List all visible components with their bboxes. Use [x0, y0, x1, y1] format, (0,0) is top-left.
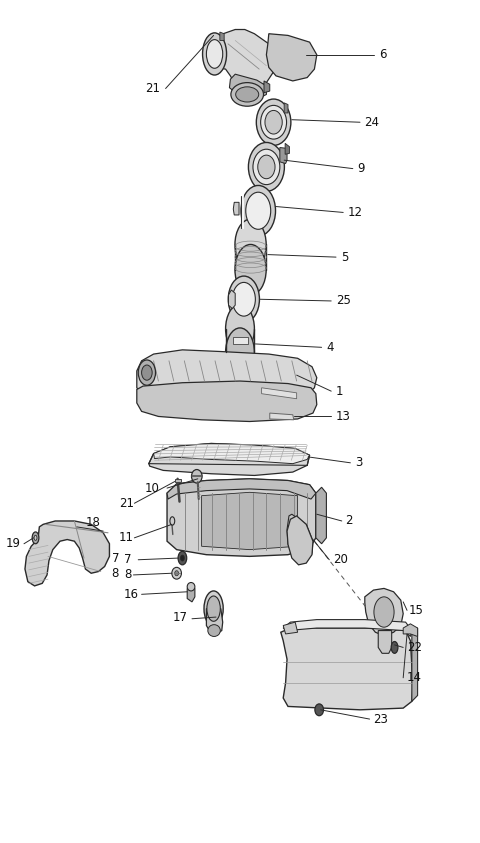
Polygon shape — [403, 624, 418, 636]
Polygon shape — [175, 479, 181, 482]
Polygon shape — [167, 479, 316, 556]
Ellipse shape — [241, 185, 276, 236]
Text: 2: 2 — [346, 514, 353, 528]
Text: 6: 6 — [379, 48, 387, 62]
Polygon shape — [283, 622, 298, 634]
Text: 13: 13 — [336, 410, 351, 423]
Text: 18: 18 — [85, 516, 100, 529]
Polygon shape — [206, 609, 223, 634]
Text: 20: 20 — [334, 553, 348, 566]
Ellipse shape — [226, 304, 254, 353]
Ellipse shape — [258, 155, 275, 179]
Text: 3: 3 — [355, 456, 362, 470]
Ellipse shape — [249, 142, 284, 191]
Ellipse shape — [236, 87, 259, 102]
Text: 9: 9 — [358, 162, 365, 175]
Polygon shape — [137, 350, 317, 400]
Ellipse shape — [180, 555, 184, 561]
Text: 7: 7 — [124, 553, 132, 566]
Ellipse shape — [170, 517, 175, 525]
Polygon shape — [211, 30, 276, 89]
Ellipse shape — [187, 583, 195, 591]
Polygon shape — [266, 34, 317, 81]
Ellipse shape — [172, 567, 181, 579]
Text: 5: 5 — [341, 250, 348, 264]
Text: 21: 21 — [119, 497, 134, 510]
Text: 24: 24 — [364, 115, 379, 129]
Text: 8: 8 — [124, 568, 131, 582]
Text: 16: 16 — [124, 588, 139, 601]
Polygon shape — [378, 631, 392, 653]
Ellipse shape — [204, 591, 223, 626]
Ellipse shape — [235, 219, 266, 270]
Text: 1: 1 — [336, 384, 344, 398]
Polygon shape — [316, 487, 326, 544]
Ellipse shape — [232, 282, 255, 316]
Text: 22: 22 — [407, 641, 422, 654]
Text: 21: 21 — [145, 82, 160, 95]
Text: 19: 19 — [6, 537, 21, 550]
Polygon shape — [187, 588, 195, 602]
Polygon shape — [228, 290, 235, 309]
Ellipse shape — [265, 110, 282, 134]
Text: 23: 23 — [373, 712, 388, 726]
Ellipse shape — [175, 571, 179, 576]
Ellipse shape — [178, 551, 187, 565]
Text: 17: 17 — [173, 610, 188, 624]
Polygon shape — [233, 202, 239, 215]
Ellipse shape — [207, 596, 220, 621]
Ellipse shape — [34, 535, 37, 540]
Text: 10: 10 — [145, 481, 160, 495]
Text: 15: 15 — [409, 604, 424, 617]
Polygon shape — [262, 388, 297, 399]
Ellipse shape — [374, 597, 394, 627]
Polygon shape — [137, 381, 317, 422]
Polygon shape — [202, 492, 298, 550]
Text: 4: 4 — [326, 341, 334, 354]
Ellipse shape — [32, 532, 39, 544]
Polygon shape — [287, 516, 313, 565]
Ellipse shape — [138, 360, 156, 385]
Polygon shape — [287, 514, 313, 561]
Text: 8: 8 — [112, 566, 119, 580]
Text: 11: 11 — [119, 531, 134, 545]
Polygon shape — [233, 337, 248, 344]
Polygon shape — [220, 32, 224, 40]
Polygon shape — [270, 413, 294, 420]
Ellipse shape — [246, 192, 271, 229]
Ellipse shape — [391, 642, 398, 653]
Polygon shape — [284, 103, 288, 113]
Ellipse shape — [206, 40, 223, 68]
Ellipse shape — [261, 105, 287, 139]
Polygon shape — [365, 588, 403, 636]
Polygon shape — [167, 479, 316, 499]
Ellipse shape — [253, 149, 280, 185]
Polygon shape — [154, 443, 310, 464]
Polygon shape — [229, 74, 266, 99]
Text: 12: 12 — [348, 206, 363, 219]
Ellipse shape — [208, 625, 220, 636]
Polygon shape — [280, 148, 287, 164]
Polygon shape — [412, 628, 418, 701]
Polygon shape — [281, 628, 413, 710]
Text: 7: 7 — [111, 551, 119, 565]
Ellipse shape — [256, 99, 291, 145]
Ellipse shape — [192, 470, 202, 483]
Ellipse shape — [226, 328, 254, 377]
Ellipse shape — [228, 276, 259, 322]
Polygon shape — [149, 443, 310, 475]
Text: 25: 25 — [336, 294, 351, 308]
Polygon shape — [25, 521, 109, 586]
Polygon shape — [285, 143, 289, 154]
Ellipse shape — [235, 244, 266, 295]
Polygon shape — [264, 81, 270, 93]
Text: 14: 14 — [407, 671, 422, 685]
Ellipse shape — [315, 704, 324, 716]
Polygon shape — [241, 194, 244, 229]
Polygon shape — [283, 620, 412, 636]
Ellipse shape — [203, 33, 227, 75]
Ellipse shape — [142, 365, 152, 380]
Ellipse shape — [231, 83, 264, 106]
